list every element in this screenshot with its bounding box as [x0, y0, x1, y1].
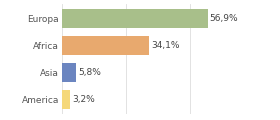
Bar	[62, 90, 70, 109]
Bar	[62, 36, 149, 55]
Text: 56,9%: 56,9%	[210, 14, 238, 23]
Bar	[62, 9, 208, 28]
Bar	[62, 63, 76, 82]
Text: 3,2%: 3,2%	[72, 95, 95, 104]
Text: 34,1%: 34,1%	[151, 41, 180, 50]
Text: 5,8%: 5,8%	[78, 68, 101, 77]
